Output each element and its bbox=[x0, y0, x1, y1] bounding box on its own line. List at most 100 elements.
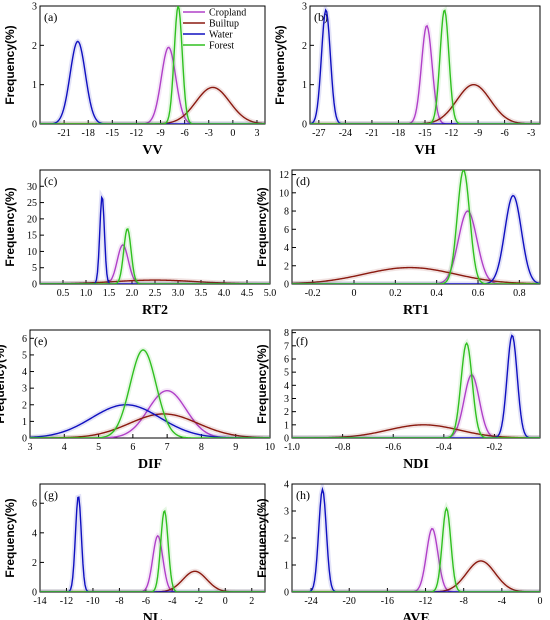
y-axis-label: Frequency(%) bbox=[273, 25, 287, 104]
x-tick-label: 0 bbox=[538, 596, 543, 607]
x-tick-label: -9 bbox=[156, 128, 164, 139]
series-line-builtup bbox=[310, 83, 540, 124]
y-tick-label: 6 bbox=[32, 499, 37, 510]
x-tick-label: 7 bbox=[165, 442, 170, 453]
x-tick-label: -6 bbox=[142, 596, 150, 607]
y-tick-label: 20 bbox=[27, 214, 37, 225]
y-tick-label: 3 bbox=[284, 394, 289, 405]
panel-label: (a) bbox=[44, 10, 57, 24]
x-axis-label: AVE bbox=[402, 611, 430, 620]
y-tick-label: 12 bbox=[279, 170, 289, 181]
y-tick-label: 2 bbox=[22, 400, 27, 411]
x-tick-label: -3 bbox=[527, 128, 535, 139]
x-tick-label: -9 bbox=[474, 128, 482, 139]
y-tick-label: 6 bbox=[284, 225, 289, 236]
y-tick-label: 15 bbox=[27, 231, 37, 242]
y-tick-label: 0 bbox=[284, 588, 289, 599]
x-axis-label: NDI bbox=[403, 457, 429, 472]
y-tick-label: 10 bbox=[27, 247, 37, 258]
series-line-forest bbox=[40, 509, 265, 592]
y-tick-label: 1 bbox=[284, 420, 289, 431]
x-tick-label: 0.4 bbox=[430, 288, 443, 299]
x-tick-label: 2.5 bbox=[149, 288, 162, 299]
y-axis-label: Frequency(%) bbox=[3, 25, 17, 104]
series-line-builtup bbox=[292, 266, 540, 284]
x-tick-label: -12 bbox=[60, 596, 73, 607]
y-tick-label: 7 bbox=[284, 341, 289, 352]
x-tick-label: 2 bbox=[249, 596, 254, 607]
y-tick-label: 2 bbox=[284, 407, 289, 418]
x-tick-label: 5.0 bbox=[264, 288, 277, 299]
x-tick-label: -6 bbox=[180, 128, 188, 139]
chart-panel-1: -21 -18 -15 -12 -9 -6 -3 0 3 0 1 2 3 Frequency(%) VV (a… bbox=[3, 2, 266, 158]
legend-label-forest: Forest bbox=[209, 41, 234, 52]
y-tick-label: 0 bbox=[32, 280, 37, 291]
y-tick-label: 3 bbox=[302, 2, 307, 13]
x-tick-label: 0 bbox=[352, 288, 357, 299]
y-tick-label: 4 bbox=[284, 243, 289, 254]
series-line-cropland bbox=[40, 534, 265, 592]
y-tick-label: 4 bbox=[284, 480, 289, 491]
y-tick-label: 6 bbox=[284, 354, 289, 365]
x-tick-label: -2 bbox=[195, 596, 203, 607]
x-tick-label: 1.0 bbox=[80, 288, 93, 299]
y-tick-label: 0 bbox=[284, 280, 289, 291]
series-line-water bbox=[40, 40, 265, 124]
x-tick-label: -12 bbox=[130, 128, 143, 139]
series-line-water bbox=[292, 334, 540, 438]
x-tick-label: -21 bbox=[365, 128, 378, 139]
x-tick-label: 3 bbox=[28, 442, 33, 453]
panel-label: (f) bbox=[296, 334, 308, 348]
legend-label-cropland: Cropland bbox=[209, 8, 246, 19]
y-tick-label: 0 bbox=[302, 120, 307, 131]
y-tick-label: 2 bbox=[284, 534, 289, 545]
y-tick-label: 0 bbox=[32, 120, 37, 131]
x-tick-label: -6 bbox=[500, 128, 508, 139]
x-tick-label: 4.0 bbox=[218, 288, 231, 299]
x-axis-label: RT1 bbox=[403, 303, 429, 318]
series-line-forest bbox=[40, 228, 270, 284]
x-tick-label: 0.5 bbox=[57, 288, 70, 299]
x-tick-label: 1.5 bbox=[103, 288, 116, 299]
y-tick-label: 0 bbox=[32, 588, 37, 599]
y-tick-label: 3 bbox=[32, 2, 37, 13]
series-line-water bbox=[292, 194, 540, 284]
y-tick-label: 4 bbox=[22, 367, 27, 378]
y-tick-label: 8 bbox=[284, 207, 289, 218]
x-tick-label: -10 bbox=[86, 596, 99, 607]
x-tick-label: -27 bbox=[312, 128, 325, 139]
y-tick-label: 10 bbox=[279, 188, 289, 199]
x-tick-label: 0 bbox=[223, 596, 228, 607]
x-tick-label: 6 bbox=[130, 442, 135, 453]
x-tick-label: -4 bbox=[168, 596, 176, 607]
chart-panel-6: -1.0 -0.8 -0.6 -0.4 -0.2 0 1 2 3 4 5 6 7 8 Frequency(%… bbox=[255, 328, 541, 472]
x-tick-label: 4 bbox=[62, 442, 67, 453]
y-tick-label: 30 bbox=[27, 182, 37, 193]
x-axis-label: VV bbox=[142, 143, 162, 158]
x-tick-label: 9 bbox=[233, 442, 238, 453]
x-tick-label: -4 bbox=[498, 596, 506, 607]
y-tick-label: 2 bbox=[302, 41, 307, 52]
x-tick-label: -8 bbox=[460, 596, 468, 607]
series-line-cropland bbox=[40, 46, 265, 124]
y-tick-label: 5 bbox=[284, 368, 289, 379]
plot-frame bbox=[39, 169, 271, 285]
y-axis-label: Frequency(%) bbox=[0, 344, 7, 423]
series-line-water bbox=[40, 496, 265, 592]
x-axis-label: NL bbox=[143, 611, 162, 620]
chart-panel-4: -0.2 0 0.2 0.4 0.6 0.8 0 2 4 6 8 10 12 Frequency(%) RT… bbox=[255, 169, 541, 318]
y-tick-label: 0 bbox=[22, 434, 27, 445]
series-line-water bbox=[292, 486, 540, 592]
x-tick-label: -18 bbox=[392, 128, 405, 139]
y-tick-label: 8 bbox=[284, 328, 289, 339]
series-glow-forest bbox=[40, 225, 270, 284]
chart-panel-3: 0.5 1.0 1.5 2.0 2.5 3.0 3.5 4.0 4.5 5.0 0 5 10 15 20 25… bbox=[3, 169, 277, 318]
y-tick-label: 5 bbox=[32, 263, 37, 274]
panel-label: (d) bbox=[296, 174, 310, 188]
y-tick-label: 25 bbox=[27, 198, 37, 209]
y-tick-label: 2 bbox=[284, 261, 289, 272]
x-tick-label: -20 bbox=[343, 596, 356, 607]
series-glow-water bbox=[292, 484, 540, 592]
chart-panel-7: -14 -12 -10 -8 -6 -4 -2 0 2 0 2 4 6 Frequency(%) NL (g) bbox=[3, 483, 266, 620]
